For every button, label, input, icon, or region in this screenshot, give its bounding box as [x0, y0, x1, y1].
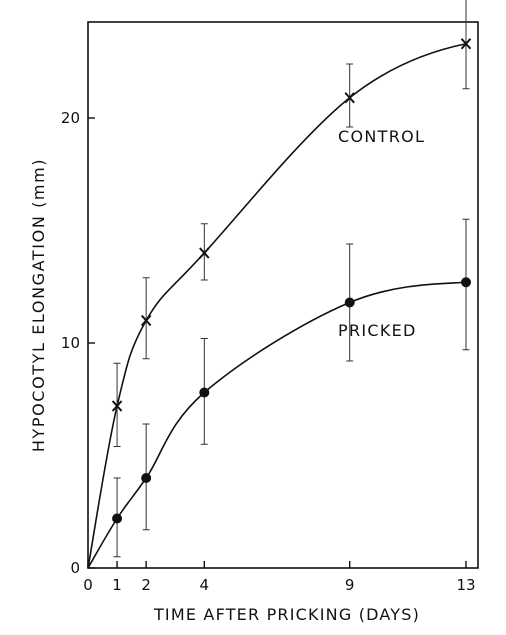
pricked-point: [344, 297, 355, 308]
y-axis-title: HYPOCOTYL ELONGATION (mm): [29, 158, 48, 452]
control-point: [140, 314, 152, 327]
pricked-point: [112, 513, 123, 524]
x-tick-label: 1: [112, 576, 122, 594]
control-point: [344, 92, 355, 104]
pricked-point: [461, 277, 471, 288]
x-axis-title: TIME AFTER PRICKING (DAYS): [153, 605, 420, 624]
y-tick-label: 10: [61, 334, 80, 352]
control-point: [111, 400, 123, 412]
pricked-point: [141, 473, 152, 483]
x-tick-label: 4: [200, 576, 210, 594]
x-tick-label: 2: [141, 576, 151, 594]
control-point: [460, 38, 472, 50]
pricked-series-label: PRICKED: [338, 321, 417, 340]
y-tick-label: 20: [61, 109, 80, 127]
pricked-point: [199, 387, 210, 398]
x-tick-label: 13: [456, 576, 475, 594]
control-curve: [87, 42, 467, 569]
x-marker-stroke: [199, 247, 210, 259]
x-tick-label: 9: [345, 576, 355, 594]
control-series-label: CONTROL: [338, 127, 425, 146]
x-marker-stroke: [460, 38, 472, 50]
x-marker-stroke: [111, 400, 123, 412]
x-marker-stroke: [140, 314, 152, 327]
control-point: [199, 247, 210, 259]
y-tick-label: 0: [70, 559, 80, 577]
x-marker-stroke: [344, 92, 355, 104]
x-tick-label: 0: [83, 576, 93, 594]
plot-frame: [87, 21, 479, 569]
